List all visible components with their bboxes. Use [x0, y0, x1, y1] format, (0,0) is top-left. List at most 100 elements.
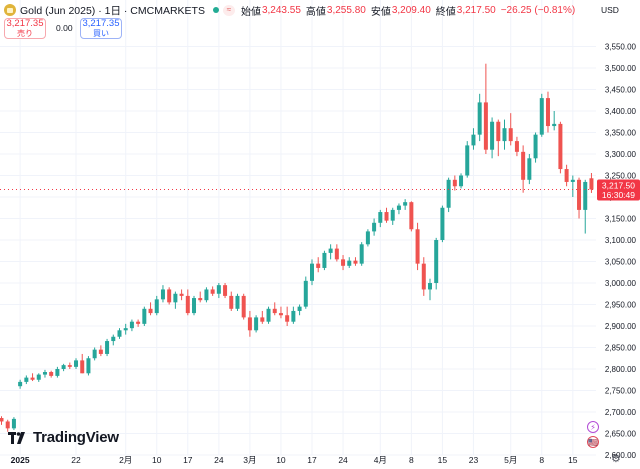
candle-body[interactable]	[11, 418, 16, 429]
candle-body[interactable]	[583, 181, 588, 210]
candle-body[interactable]	[5, 421, 10, 429]
candle-body[interactable]	[260, 317, 265, 322]
candle-body[interactable]	[434, 240, 439, 283]
candle-body[interactable]	[390, 209, 395, 221]
currency-label[interactable]: USD	[601, 5, 619, 15]
candle-body[interactable]	[185, 295, 190, 314]
candle-body[interactable]	[18, 381, 23, 387]
candle-body[interactable]	[67, 365, 72, 367]
candle-body[interactable]	[272, 308, 277, 314]
candle-body[interactable]	[36, 374, 41, 380]
candle-body[interactable]	[123, 328, 128, 331]
candle-body[interactable]	[365, 231, 370, 245]
candle-body[interactable]	[384, 212, 389, 221]
candle-body[interactable]	[297, 306, 302, 311]
candle-body[interactable]	[533, 134, 538, 159]
candle-body[interactable]	[483, 102, 488, 150]
candle-body[interactable]	[465, 145, 470, 176]
candle-body[interactable]	[558, 123, 563, 170]
candle-body[interactable]	[74, 360, 79, 367]
candle-body[interactable]	[142, 308, 147, 324]
candle-body[interactable]	[254, 317, 259, 331]
candle-body[interactable]	[285, 315, 290, 322]
candle-body[interactable]	[223, 285, 228, 296]
candle-body[interactable]	[111, 336, 116, 342]
symbol-title[interactable]: Gold (Jun 2025) · 1日 · CMCMARKETS	[20, 4, 205, 17]
candle-body[interactable]	[204, 289, 209, 301]
candle-body[interactable]	[80, 360, 85, 374]
candle-body[interactable]	[0, 418, 4, 422]
candle-body[interactable]	[278, 313, 283, 316]
candle-body[interactable]	[266, 308, 271, 322]
candle-body[interactable]	[92, 349, 97, 359]
candle-body[interactable]	[427, 283, 432, 290]
event-us-flag-icon[interactable]: 🇺🇸	[587, 436, 599, 448]
candle-body[interactable]	[98, 349, 103, 354]
candle-body[interactable]	[471, 134, 476, 146]
candle-body[interactable]	[545, 98, 550, 127]
candle-body[interactable]	[291, 310, 296, 322]
candle-body[interactable]	[490, 121, 495, 150]
candle-body[interactable]	[229, 295, 234, 309]
candle-body[interactable]	[353, 260, 358, 264]
candle-body[interactable]	[334, 248, 339, 260]
buy-button[interactable]: 3,217.35 買い	[80, 18, 122, 39]
candle-body[interactable]	[129, 321, 134, 329]
data-wave-icon[interactable]: ≈	[222, 4, 235, 16]
candle-body[interactable]	[477, 102, 482, 135]
candle-body[interactable]	[415, 229, 420, 264]
market-open-dot-icon[interactable]	[212, 7, 219, 13]
event-lightning-icon[interactable]: ⚡	[587, 421, 599, 433]
candle-body[interactable]	[452, 179, 457, 187]
candle-body[interactable]	[160, 289, 165, 300]
candle-body[interactable]	[310, 263, 314, 281]
candle-body[interactable]	[359, 244, 364, 264]
candle-body[interactable]	[136, 321, 141, 324]
candle-body[interactable]	[508, 128, 513, 142]
candle-body[interactable]	[527, 158, 532, 180]
candle-body[interactable]	[154, 299, 159, 314]
candle-body[interactable]	[210, 289, 215, 294]
candle-body[interactable]	[552, 123, 557, 127]
candle-body[interactable]	[378, 212, 383, 223]
candle-body[interactable]	[446, 179, 451, 208]
candle-body[interactable]	[198, 298, 203, 301]
candle-body[interactable]	[167, 289, 172, 303]
candle-body[interactable]	[49, 372, 54, 376]
gold-symbol-icon[interactable]	[4, 4, 16, 16]
candle-body[interactable]	[55, 369, 60, 376]
candle-body[interactable]	[61, 365, 66, 369]
candle-body[interactable]	[117, 330, 122, 337]
candle-body[interactable]	[216, 285, 221, 294]
candle-body[interactable]	[241, 295, 246, 318]
candle-body[interactable]	[24, 377, 29, 382]
candle-body[interactable]	[192, 298, 197, 314]
sell-button[interactable]: 3,217.35 売り	[4, 18, 46, 39]
tradingview-watermark[interactable]: TradingView	[8, 429, 119, 446]
candle-body[interactable]	[496, 121, 501, 142]
candle-body[interactable]	[564, 169, 569, 182]
candle-body[interactable]	[347, 260, 352, 266]
candle-body[interactable]	[105, 341, 110, 354]
gear-icon[interactable]: ⚙	[611, 453, 621, 465]
candle-body[interactable]	[247, 317, 252, 331]
candle-body[interactable]	[589, 178, 594, 190]
candle-body[interactable]	[570, 179, 575, 182]
candle-body[interactable]	[539, 98, 544, 135]
candle-body[interactable]	[328, 248, 333, 253]
candle-body[interactable]	[396, 205, 401, 210]
candle-body[interactable]	[235, 295, 240, 309]
candle-body[interactable]	[459, 175, 464, 187]
candle-body[interactable]	[372, 222, 377, 232]
candle-body[interactable]	[30, 377, 35, 380]
candle-body[interactable]	[322, 252, 327, 268]
candle-body[interactable]	[341, 259, 346, 266]
candle-body[interactable]	[409, 202, 414, 230]
candle-body[interactable]	[521, 151, 526, 180]
candle-body[interactable]	[303, 280, 308, 307]
candle-body[interactable]	[42, 372, 47, 375]
candle-body[interactable]	[502, 128, 507, 142]
candle-body[interactable]	[514, 141, 519, 152]
